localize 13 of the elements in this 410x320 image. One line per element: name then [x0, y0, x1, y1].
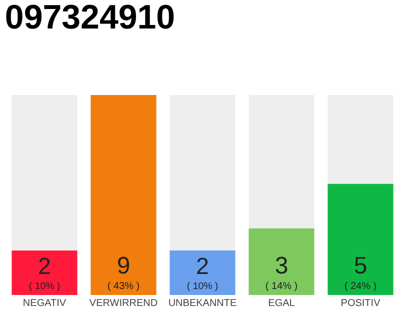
- x-tick-label: NEGATIV: [22, 298, 66, 309]
- x-tick-label: VERWIRREND: [89, 298, 158, 309]
- x-tick-label: UNBEKANNTE: [168, 298, 237, 309]
- chart-title: 097324910: [4, 0, 176, 37]
- data-label: 3 ( 14% ): [265, 252, 298, 292]
- x-tick-label: POSITIV: [340, 298, 381, 309]
- bar: [170, 250, 236, 295]
- data-label: 9 ( 43% ): [107, 252, 140, 292]
- data-label: 2 ( 10% ): [28, 252, 60, 292]
- data-label: 2 ( 10% ): [186, 252, 218, 292]
- data-label: 5 ( 24% ): [344, 252, 377, 292]
- x-tick-label: EGAL: [268, 298, 296, 309]
- bar: [12, 250, 78, 295]
